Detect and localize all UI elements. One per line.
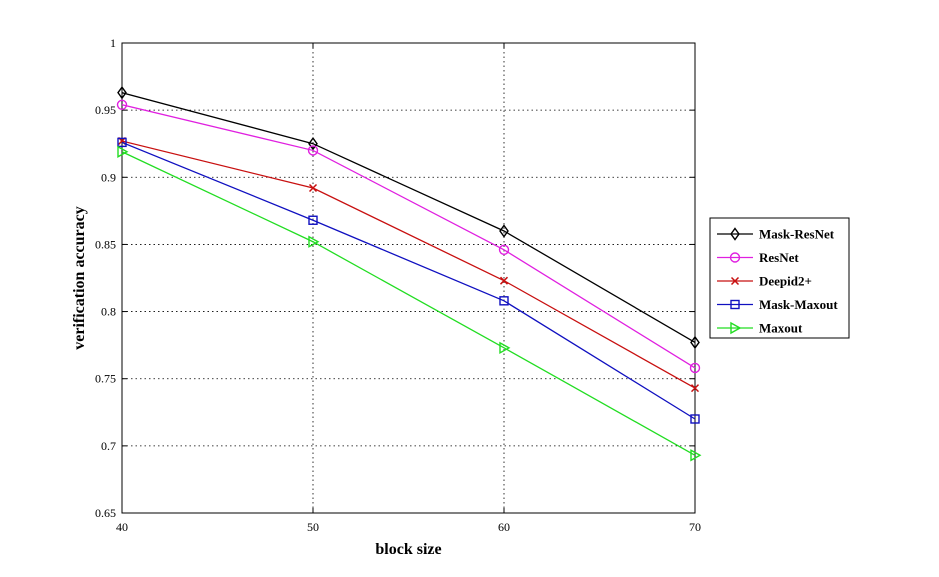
series-deepid2-: [117, 136, 700, 393]
legend-label: Mask-Maxout: [759, 297, 838, 312]
legend-label: Maxout: [759, 321, 803, 336]
data-point: [117, 85, 127, 100]
series-resnet: [116, 99, 701, 374]
series-line: [121, 151, 696, 456]
data-point: [499, 341, 511, 355]
x-tick-label: 70: [689, 520, 701, 534]
legend-label: Deepid2+: [759, 274, 812, 289]
legend-marker: [730, 321, 742, 335]
data-point: [689, 362, 701, 374]
legend-item: Deepid2+: [717, 274, 812, 289]
data-point: [499, 224, 509, 238]
plot-area: [121, 42, 696, 514]
legend-marker: [730, 276, 740, 286]
legend-item: Mask-Maxout: [717, 297, 838, 312]
grid: [122, 43, 695, 513]
data-point: [690, 414, 700, 424]
y-axis-title: verification accuracy: [71, 206, 88, 350]
legend-marker: [730, 227, 740, 241]
data-point: [117, 137, 127, 148]
data-point: [498, 244, 510, 256]
legend-item: ResNet: [717, 250, 799, 265]
x-axis-title: block size: [375, 541, 441, 558]
x-tick-label: 60: [498, 520, 510, 534]
series-line: [121, 141, 696, 420]
series-maxout: [117, 145, 702, 462]
data-point: [308, 183, 318, 193]
legend-marker: [729, 252, 741, 263]
legend-label: ResNet: [759, 250, 799, 265]
series-line: [121, 140, 696, 389]
data-point: [308, 137, 318, 151]
data-point: [308, 215, 318, 225]
series-line: [121, 92, 696, 344]
data-point: [499, 276, 509, 285]
y-tick-label: 0.85: [95, 237, 116, 251]
legend: Mask-ResNet ResNet Deepid2+ Mask-Maxout Maxo…: [709, 217, 850, 339]
series-line: [121, 104, 696, 369]
y-tick-label: 1: [110, 36, 116, 50]
data-point: [690, 335, 700, 350]
legend-item: Mask-ResNet: [717, 227, 835, 242]
y-tick-label: 0.95: [95, 103, 116, 117]
y-tick-label: 0.7: [101, 439, 116, 453]
data-point: [690, 449, 702, 462]
series-group: [116, 85, 702, 462]
y-tick-label: 0.9: [101, 170, 116, 184]
y-tick-label: 0.65: [95, 506, 116, 520]
data-point: [499, 296, 509, 306]
data-point: [308, 235, 320, 248]
data-point: [690, 384, 700, 393]
data-point: [116, 99, 128, 110]
axis-ticks: 40 50 60 70 0.65 0.7 0.75 0.8 0.85 0.9 0.95 1: [95, 36, 701, 534]
x-tick-label: 50: [307, 520, 319, 534]
legend-marker: [730, 299, 740, 310]
data-point: [117, 145, 129, 158]
y-tick-label: 0.75: [95, 372, 116, 386]
y-tick-label: 0.8: [101, 305, 116, 319]
legend-label: Mask-ResNet: [759, 227, 835, 242]
legend-item: Maxout: [717, 321, 803, 336]
series-mask-maxout: [117, 137, 700, 424]
x-tick-label: 40: [116, 520, 128, 534]
data-point: [307, 145, 319, 156]
series-mask-resnet: [117, 85, 700, 350]
